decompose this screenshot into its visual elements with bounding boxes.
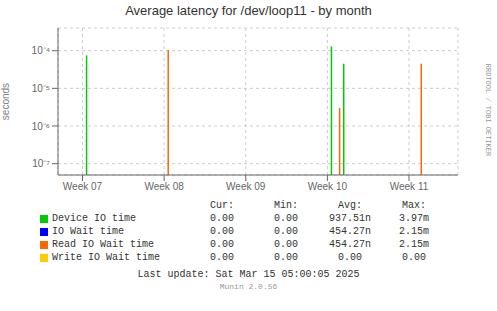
html-text:Last update: Sat Mar 15 05:00:: Last update: Sat Mar 15 05:00:05 2025 xyxy=(137,269,360,280)
html-text:454.27n: 454.27n xyxy=(329,226,371,237)
html-text:454.27n: 454.27n xyxy=(329,239,371,250)
svg-text:seconds: seconds xyxy=(8,83,11,120)
html-text:Max:: Max: xyxy=(402,200,426,211)
svg-text:Week 10: Week 10 xyxy=(308,181,348,192)
svg-text:Week 07: Week 07 xyxy=(63,181,103,192)
html-text:Min:: Min: xyxy=(274,200,298,211)
html-text:937.51n: 937.51n xyxy=(329,213,371,224)
html-text:RRDTOOL / TOBI OETIKER: RRDTOOL / TOBI OETIKER xyxy=(484,63,492,157)
svg-text:Week 11: Week 11 xyxy=(390,181,429,192)
svg-text:10⁻⁷: 10⁻⁷ xyxy=(32,158,50,169)
html-text:Cur:: Cur: xyxy=(210,200,234,211)
html-text:Read IO Wait time: Read IO Wait time xyxy=(52,239,154,250)
html-text:0.00: 0.00 xyxy=(210,239,234,250)
html-text:Device IO time: Device IO time xyxy=(52,213,136,224)
html-text:Write IO Wait time: Write IO Wait time xyxy=(52,252,160,263)
html-text:0.00: 0.00 xyxy=(210,213,234,224)
html-text:0.00: 0.00 xyxy=(274,226,298,237)
html-text:0.00: 0.00 xyxy=(274,252,298,263)
html-text:0.00: 0.00 xyxy=(338,252,362,263)
html-text:0.00: 0.00 xyxy=(402,252,426,263)
html-text:IO Wait time: IO Wait time xyxy=(52,226,124,237)
html-text:Avg:: Avg: xyxy=(338,200,362,211)
svg-text:10⁻⁵: 10⁻⁵ xyxy=(32,83,50,94)
svg-text:Week 08: Week 08 xyxy=(144,181,184,192)
svg-text:Week 09: Week 09 xyxy=(226,181,266,192)
html-text:0.00: 0.00 xyxy=(274,239,298,250)
html-text:2.15m: 2.15m xyxy=(399,226,429,237)
svg-text:10⁻⁶: 10⁻⁶ xyxy=(32,121,50,132)
html-text:0.00: 0.00 xyxy=(210,226,234,237)
html-text:2.15m: 2.15m xyxy=(399,239,429,250)
html-text:Average latency for /dev/loop1: Average latency for /dev/loop11 - by mon… xyxy=(125,3,372,18)
html-text:0.00: 0.00 xyxy=(210,252,234,263)
html-text:3.97m: 3.97m xyxy=(399,213,429,224)
svg-text:10⁻⁴: 10⁻⁴ xyxy=(32,45,50,56)
html-text:0.00: 0.00 xyxy=(274,213,298,224)
html-text:Munin 2.0.56: Munin 2.0.56 xyxy=(219,282,278,291)
